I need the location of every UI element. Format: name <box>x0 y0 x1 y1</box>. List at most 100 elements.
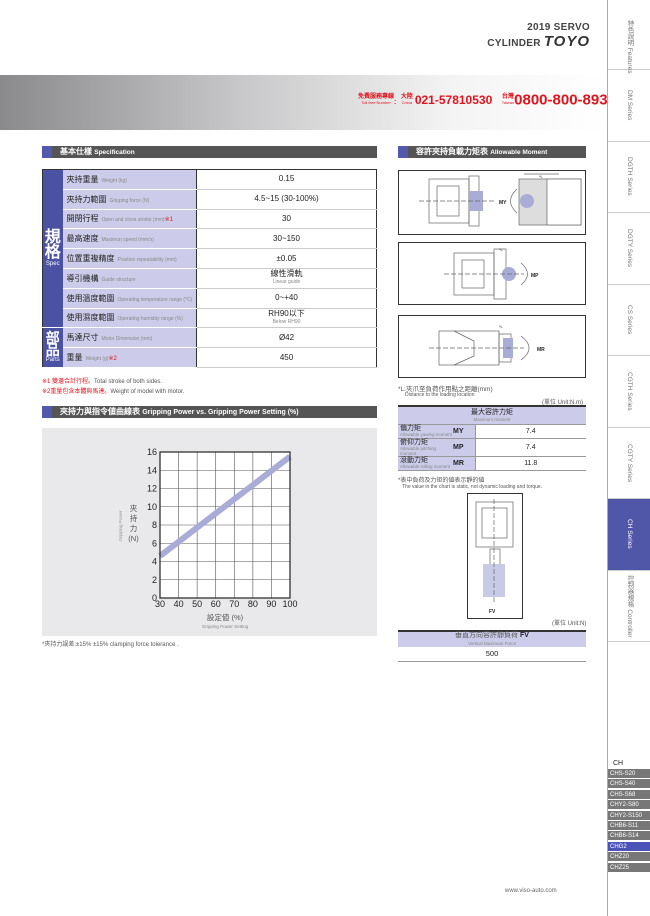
sidebar-item-特色說明[interactable]: 特色說明 Features <box>608 20 650 73</box>
fv-unit: (單位 Unit:N) <box>552 621 587 627</box>
sidebar-item-cgty[interactable]: CGTY Series <box>608 428 650 499</box>
dim-label: *L <box>499 324 504 329</box>
y-tick-label: 0 <box>152 593 157 603</box>
group-spec: 規格 Spec <box>42 169 63 329</box>
china-label: 大陸 <box>400 93 413 100</box>
y-axis-label: 夾持力 (N) <box>128 504 139 543</box>
dim-label: *L <box>499 247 504 252</box>
china-number: 021-57810530 <box>414 92 493 107</box>
x-tick-label: 90 <box>266 599 276 609</box>
plot-border <box>159 451 291 599</box>
my-diagram: MY *L <box>398 170 586 235</box>
y-tick-label: 6 <box>152 538 157 548</box>
spec-row: 導引機構 Guide structure 線性滑軌 Linear guide <box>43 268 377 289</box>
spec-row: 重量 Weight (g)※2 450 <box>43 347 377 368</box>
footer-url: www.viso-auto.com <box>505 888 557 894</box>
group-parts: 部品 Parts <box>42 327 63 368</box>
spec-row: 使用溫度範圍 Operating temperature range (°C) 0~… <box>43 288 377 309</box>
sidebar-item-cs[interactable]: CS Series <box>608 285 650 356</box>
static-note: *表中負荷及力矩的値表示靜的値 <box>398 478 485 484</box>
series-sidebar: 特色說明 Features DM Series DGTH Series DGTY Se… <box>607 0 650 916</box>
model-link[interactable]: CHZ20 <box>608 852 650 863</box>
chart-title-zh: 夾持力與指令値曲線表 <box>60 407 140 416</box>
spec-value: 0~+40 <box>196 288 377 309</box>
sidebar-item-dgty[interactable]: DGTY Series <box>608 213 650 285</box>
brand-logo: TOYO <box>543 33 590 50</box>
model-link[interactable]: CHY2-S80 <box>608 800 650 811</box>
spec-label: 使用濕度範圍 Operating humidity range (%) <box>62 308 197 329</box>
spec-label: 位置重複精度 Position repeatability (mm) <box>62 248 197 269</box>
sidebar-item-cgth[interactable]: CGTH Series <box>608 356 650 428</box>
note-text: Total stroke of both sides. <box>94 379 163 385</box>
sidebar-item-控制器規格[interactable]: 控制器規格 Controller <box>608 571 650 642</box>
spec-label: 夾持重量 Weight (kg) <box>62 169 197 190</box>
model-link[interactable]: CHZ25 <box>608 862 650 873</box>
spec-label: 最高速度 Maximun speed (mm/s) <box>62 228 197 250</box>
moment-header: 最大容許力矩 Maximum moment <box>398 405 586 425</box>
spec-row: 規格 Spec 夾持重量 Weight (kg) 0.15 <box>42 169 377 329</box>
taiwan-label-en: Taiwan <box>501 99 515 105</box>
catalog-header: 2019 SERVO CYLINDER TOYO <box>430 22 590 50</box>
model-link[interactable]: CHS-S20 <box>608 769 650 779</box>
model-link[interactable]: CHY2-S150 <box>608 810 650 821</box>
static-note-en: The value in the chart is static, not dy… <box>402 484 543 490</box>
spec-title-en: Specification <box>94 149 135 156</box>
note-mark: ※2重量包含本體與馬達。 <box>42 389 111 395</box>
spec-value: Ø42 <box>196 327 377 349</box>
spec-label: 重量 Weight (g)※2 <box>62 347 197 368</box>
y-tick-label: 14 <box>147 465 157 475</box>
moment-section-title: 容許夾持負載力矩表 Allowable Moment <box>398 146 586 158</box>
spec-row: 夾持力範圍 Gripping force (N) 4.5~15 (30-100%) <box>43 189 377 210</box>
my-label: MY <box>499 200 507 206</box>
fv-head-zh: 垂直方向容許靜負荷 <box>455 632 519 639</box>
x-tick-label: 50 <box>192 599 202 609</box>
sidebar-item-dm[interactable]: DM Series <box>608 70 650 142</box>
moment-row: 滾動力矩 Allowable rolling moment MR 11.8 <box>398 456 586 471</box>
spec-note-1: ※1 雙邊合計行程。Total stroke of both sides. <box>42 376 162 385</box>
x-axis-label-en: Gripping Power Setting <box>202 624 249 629</box>
model-link[interactable]: CHS-S40 <box>608 779 650 790</box>
taiwan-number: 0800-800-893 <box>514 91 608 109</box>
hotline-label-en: Toll-free Number <box>361 99 391 105</box>
spec-title: 基本仕樣 <box>60 147 92 156</box>
moment-row: 俯仰力矩 Allowable pitching moment MP 7.4 <box>398 438 586 457</box>
spec-row: 開閉行程 Open and close stroke (mm)※1 30 <box>43 209 377 230</box>
spec-value: 0.15 <box>196 169 377 190</box>
spec-row: 部品 Parts 馬達尺寸 Motor Dimension (mm) Ø42 <box>42 327 377 368</box>
moment-unit: (單位 Unit:N.m) <box>542 400 583 406</box>
x-tick-label: 70 <box>229 599 239 609</box>
taiwan-label: 台灣 <box>501 93 514 100</box>
mr-label: MR <box>537 347 545 353</box>
model-link[interactable]: CHG2 <box>608 841 650 852</box>
mp-label: MP <box>531 273 539 279</box>
model-link[interactable]: CHB6-S11 <box>608 821 650 831</box>
distance-note-en: Distance to the loading location <box>405 392 475 398</box>
gripping-power-chart: 30 40 50 60 70 80 90 100 0 2 4 6 8 10 12 14 16 設定値 (%) Gri… <box>118 447 298 629</box>
y-tick-label: 8 <box>152 520 157 530</box>
spec-value: 線性滑軌 Linear guide <box>196 268 377 289</box>
hotline-label: 免費服務專線 <box>358 93 395 100</box>
sidebar-item-dgth[interactable]: DGTH Series <box>608 142 650 213</box>
header-band <box>0 75 607 130</box>
chart-note: *夾持力誤差:±15% ±15% clamping force toleranc… <box>42 642 179 648</box>
hotline: 免費服務專線 Toll-free Number: 大陸 China 021-57810… <box>358 91 608 109</box>
mp-diagram: MP *L <box>398 242 586 305</box>
y-tick-label: 16 <box>147 447 157 457</box>
model-link[interactable]: CHS-S68 <box>608 789 650 800</box>
spec-value: 30~150 <box>196 228 377 250</box>
fv-header: 垂直方向容許靜負荷 FV Vertical Maximum Force <box>398 630 586 647</box>
x-tick-label: 40 <box>174 599 184 609</box>
fv-key: FV <box>520 632 529 639</box>
spec-value: ±0.05 <box>196 248 377 269</box>
moment-title-en: Allowable Moment <box>490 149 548 156</box>
china-label-en: China <box>401 99 413 105</box>
spec-note-2: ※2重量包含本體與馬達。Weight of model with motor. <box>42 386 184 395</box>
mr-diagram: MR *L <box>398 315 586 378</box>
spec-label: 開閉行程 Open and close stroke (mm)※1 <box>62 209 197 230</box>
model-link[interactable]: CHB6-S14 <box>608 831 650 842</box>
y-tick-label: 4 <box>152 557 157 567</box>
header-title: 2019 SERVO CYLINDER <box>487 22 590 49</box>
x-axis-label: 設定値 (%) <box>207 612 244 622</box>
moment-table: 最大容許力矩 Maximum moment 偏力矩 Allowable yawing … <box>398 405 586 471</box>
sidebar-item-ch[interactable]: CH Series <box>608 499 650 571</box>
